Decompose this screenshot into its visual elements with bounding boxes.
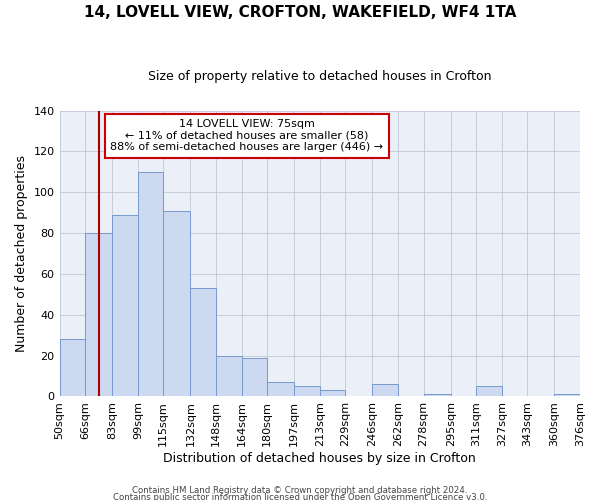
Text: 14, LOVELL VIEW, CROFTON, WAKEFIELD, WF4 1TA: 14, LOVELL VIEW, CROFTON, WAKEFIELD, WF4…	[84, 5, 516, 20]
Bar	[85, 233, 112, 396]
Bar	[373, 384, 398, 396]
Bar	[59, 340, 85, 396]
Bar	[216, 356, 242, 397]
Bar	[163, 210, 190, 396]
Bar	[242, 358, 267, 397]
Bar	[190, 288, 216, 397]
X-axis label: Distribution of detached houses by size in Crofton: Distribution of detached houses by size …	[163, 452, 476, 465]
Bar	[267, 382, 294, 396]
Title: Size of property relative to detached houses in Crofton: Size of property relative to detached ho…	[148, 70, 491, 83]
Text: Contains public sector information licensed under the Open Government Licence v3: Contains public sector information licen…	[113, 494, 487, 500]
Text: Contains HM Land Registry data © Crown copyright and database right 2024.: Contains HM Land Registry data © Crown c…	[132, 486, 468, 495]
Bar	[294, 386, 320, 396]
Bar	[424, 394, 451, 396]
Bar	[320, 390, 346, 396]
Bar	[554, 394, 580, 396]
Bar	[138, 172, 163, 396]
Bar	[112, 214, 138, 396]
Text: 14 LOVELL VIEW: 75sqm
← 11% of detached houses are smaller (58)
88% of semi-deta: 14 LOVELL VIEW: 75sqm ← 11% of detached …	[110, 119, 383, 152]
Y-axis label: Number of detached properties: Number of detached properties	[15, 155, 28, 352]
Bar	[476, 386, 502, 396]
